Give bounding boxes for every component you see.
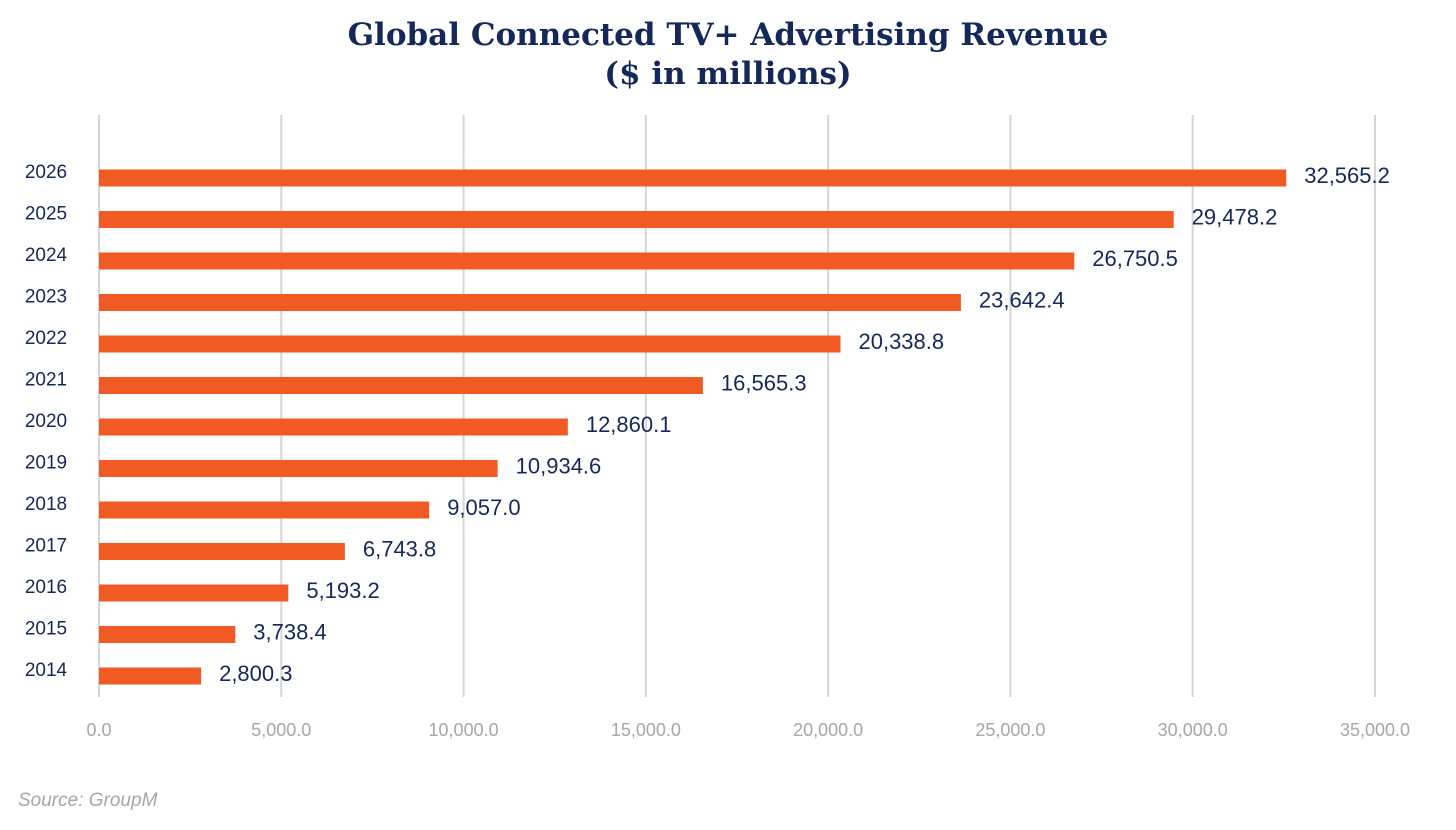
source-note: Source: GroupM [18, 790, 158, 811]
bar-2025 [99, 211, 1174, 228]
chart-title-line1: Global Connected TV+ Advertising Revenue [348, 17, 1109, 53]
y-tick-label: 2023 [25, 287, 67, 308]
data-label: 3,738.4 [253, 620, 326, 645]
bar-2023 [99, 294, 961, 311]
x-tick-label: 25,000.0 [975, 720, 1045, 740]
x-tick-label: 35,000.0 [1340, 720, 1410, 740]
x-tick-label: 15,000.0 [611, 720, 681, 740]
y-tick-label: 2019 [25, 453, 67, 474]
bar-2022 [99, 335, 841, 353]
data-label: 9,057.0 [447, 495, 520, 520]
x-tick-label: 0.0 [86, 720, 111, 740]
data-label: 5,193.2 [306, 578, 379, 603]
y-tick-label: 2022 [25, 328, 67, 349]
bar-2020 [99, 418, 568, 436]
y-tick-label: 2014 [25, 660, 68, 681]
y-tick-label: 2016 [25, 577, 67, 598]
y-tick-label: 2018 [25, 494, 67, 515]
x-tick-label: 10,000.0 [429, 720, 499, 740]
bar-2026 [99, 169, 1287, 187]
data-label: 20,338.8 [858, 329, 944, 354]
data-label: 2,800.3 [219, 661, 292, 686]
bar-2018 [99, 501, 430, 519]
y-tick-label: 2015 [25, 619, 67, 640]
x-axis-ticks: 0.0 5,000.0 10,000.0 15,000.0 20,000.0 25,000… [86, 720, 1410, 740]
y-axis-labels: 2026 2025 2024 2023 2022 2021 2020 2019 2018 2017… [25, 162, 68, 681]
data-label: 6,743.8 [363, 537, 436, 562]
y-tick-label: 2020 [25, 411, 67, 432]
y-tick-label: 2021 [25, 370, 67, 391]
gridlines [98, 115, 1376, 697]
bar-2016 [99, 584, 289, 602]
bar-2017 [99, 543, 345, 560]
bars [99, 169, 1287, 685]
y-tick-label: 2025 [25, 204, 67, 225]
bar-2021 [99, 377, 703, 394]
y-tick-label: 2024 [25, 245, 68, 266]
x-tick-label: 20,000.0 [793, 720, 863, 740]
y-tick-label: 2026 [25, 162, 67, 183]
y-tick-label: 2017 [25, 536, 67, 557]
x-tick-label: 5,000.0 [251, 720, 311, 740]
data-label: 16,565.3 [721, 371, 807, 396]
bar-2015 [99, 626, 236, 643]
chart-title-line2: ($ in millions) [604, 56, 851, 92]
data-label: 12,860.1 [586, 412, 672, 437]
data-label: 29,478.2 [1192, 205, 1278, 230]
x-tick-label: 30,000.0 [1158, 720, 1228, 740]
data-label: 26,750.5 [1092, 246, 1178, 271]
bar-2019 [99, 460, 498, 477]
bar-2024 [99, 252, 1075, 270]
data-labels: 32,565.2 29,478.2 26,750.5 23,642.4 20,338.8… [219, 163, 1390, 686]
data-label: 10,934.6 [516, 454, 602, 479]
data-label: 32,565.2 [1304, 163, 1390, 188]
data-label: 23,642.4 [979, 288, 1065, 313]
bar-2014 [99, 667, 202, 685]
